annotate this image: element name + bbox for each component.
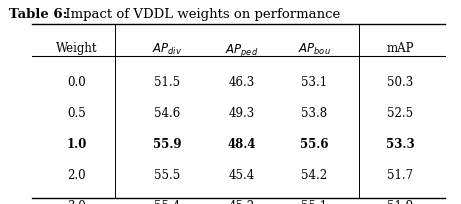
Text: mAP: mAP — [386, 42, 414, 55]
Text: Table 6:: Table 6: — [9, 8, 68, 21]
Text: 46.3: 46.3 — [229, 76, 255, 89]
Text: 55.6: 55.6 — [300, 138, 328, 151]
Text: 55.1: 55.1 — [301, 200, 327, 204]
Text: 0.0: 0.0 — [67, 76, 86, 89]
Text: 51.7: 51.7 — [387, 169, 413, 182]
Text: Impact of VDDL weights on performance: Impact of VDDL weights on performance — [61, 8, 340, 21]
Text: 51.5: 51.5 — [154, 76, 180, 89]
Text: 53.1: 53.1 — [301, 76, 327, 89]
Text: $AP_{ped}$: $AP_{ped}$ — [225, 42, 259, 59]
Text: 53.8: 53.8 — [301, 107, 327, 120]
Text: 3.0: 3.0 — [67, 200, 86, 204]
Text: 52.5: 52.5 — [387, 107, 413, 120]
Text: 54.6: 54.6 — [154, 107, 180, 120]
Text: 1.0: 1.0 — [67, 138, 87, 151]
Text: 45.4: 45.4 — [229, 169, 255, 182]
Text: 2.0: 2.0 — [68, 169, 86, 182]
Text: 49.3: 49.3 — [229, 107, 255, 120]
Text: 0.5: 0.5 — [67, 107, 86, 120]
Text: 45.2: 45.2 — [229, 200, 255, 204]
Text: 55.9: 55.9 — [153, 138, 182, 151]
Text: 55.5: 55.5 — [154, 169, 180, 182]
Text: 55.4: 55.4 — [154, 200, 180, 204]
Text: 50.3: 50.3 — [387, 76, 413, 89]
Text: 51.9: 51.9 — [387, 200, 413, 204]
Text: 54.2: 54.2 — [301, 169, 327, 182]
Text: 53.3: 53.3 — [385, 138, 414, 151]
Text: Weight: Weight — [56, 42, 98, 55]
Text: $AP_{div}$: $AP_{div}$ — [152, 42, 183, 57]
Text: $AP_{bou}$: $AP_{bou}$ — [298, 42, 331, 57]
Text: 48.4: 48.4 — [228, 138, 256, 151]
